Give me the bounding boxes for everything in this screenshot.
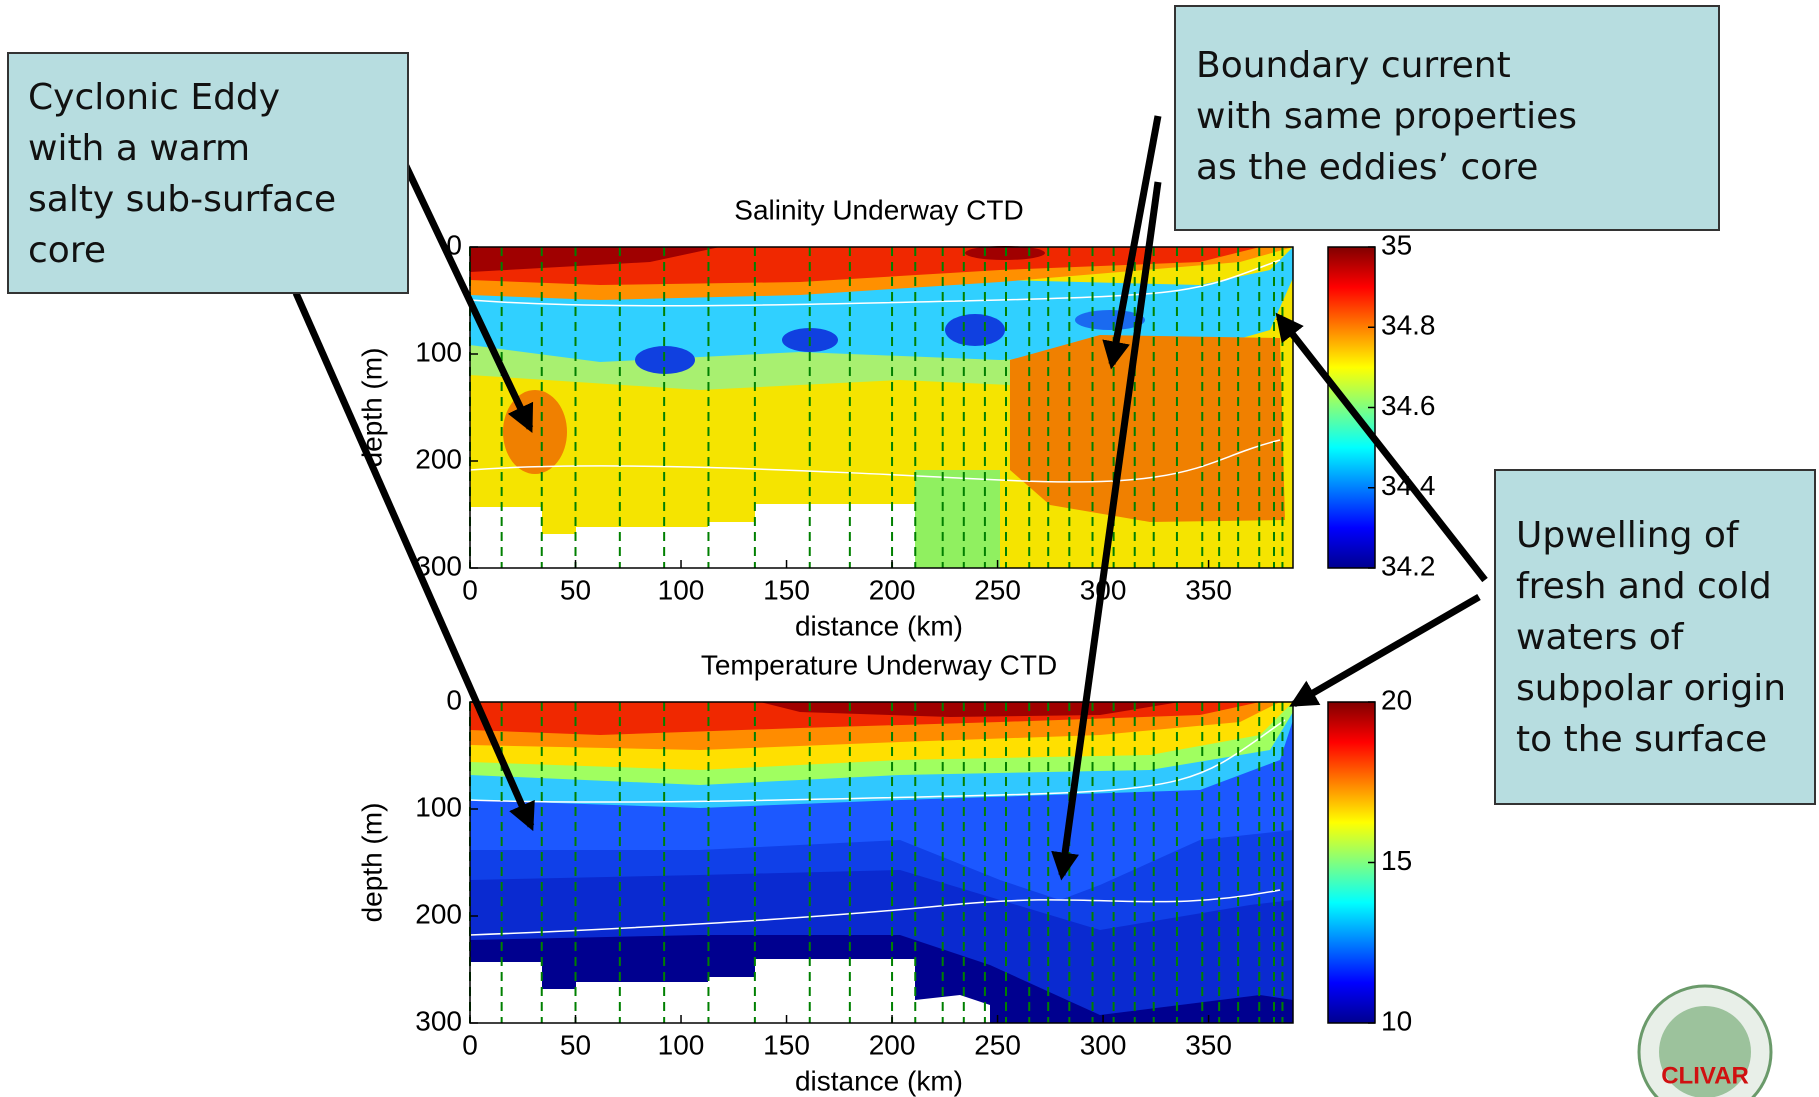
arrow <box>402 164 534 434</box>
x-axis-label: distance (km) <box>795 610 963 641</box>
x-tick-label: 250 <box>974 1029 1021 1060</box>
y-tick-label: 200 <box>415 443 462 474</box>
x-tick-label: 50 <box>560 574 591 605</box>
x-tick-label: 100 <box>658 574 705 605</box>
arrow <box>1051 181 1162 881</box>
colorbar-tick-label: 20 <box>1381 684 1412 715</box>
x-tick-label: 100 <box>658 1029 705 1060</box>
callouts: Cyclonic Eddy with a warm salty sub-surfac… <box>7 5 1816 805</box>
callout-line: Upwelling of <box>1516 515 1740 556</box>
temperature-field <box>469 702 1293 1023</box>
x-tick-label: 350 <box>1185 1029 1232 1060</box>
y-axis-label: depth (m) <box>356 348 387 468</box>
callout-line: to the surface <box>1516 719 1767 760</box>
logo: CLIVAR <box>1637 984 1773 1097</box>
arrow <box>1102 115 1162 370</box>
colorbar-tick-label: 10 <box>1381 1005 1412 1036</box>
plot-frame <box>469 701 1294 1024</box>
x-axis-label: distance (km) <box>795 1065 963 1096</box>
logo-text: CLIVAR <box>1661 1062 1749 1089</box>
colorbar-tick-label: 15 <box>1381 845 1412 876</box>
callout-line: core <box>28 230 106 271</box>
colorbar-tick-label: 34.8 <box>1381 310 1436 341</box>
y-tick-label: 100 <box>415 336 462 367</box>
callout-line: with a warm <box>28 128 250 169</box>
callout-box <box>7 52 409 294</box>
y-tick-label: 200 <box>415 898 462 929</box>
x-tick-label: 300 <box>1080 1029 1127 1060</box>
callout-box <box>1174 5 1720 231</box>
colorbar <box>1327 701 1376 1024</box>
chart-title: Salinity Underway CTD <box>734 194 1023 225</box>
callout-line: Boundary current <box>1196 45 1511 86</box>
x-tick-label: 350 <box>1185 574 1232 605</box>
colorbar-tick-label: 34.6 <box>1381 390 1436 421</box>
arrow <box>292 291 535 832</box>
x-tick-label: 250 <box>974 574 1021 605</box>
arrow <box>1289 593 1481 708</box>
callout-line: subpolar origin <box>1516 668 1786 709</box>
x-tick-label: 50 <box>560 1029 591 1060</box>
y-tick-label: 0 <box>446 684 462 715</box>
plot-frame <box>469 246 1294 569</box>
colorbar-tick-label: 35 <box>1381 229 1412 260</box>
arrow <box>1275 312 1488 583</box>
x-tick-label: 0 <box>462 1029 478 1060</box>
arrows <box>292 115 1488 881</box>
callout-line: Cyclonic Eddy <box>28 77 280 118</box>
callout-line: as the eddies’ core <box>1196 147 1538 188</box>
y-axis-label: depth (m) <box>356 803 387 923</box>
chart-title: Temperature Underway CTD <box>701 649 1057 680</box>
salinity-field <box>469 246 1293 568</box>
y-tick-label: 300 <box>415 1005 462 1036</box>
x-tick-label: 0 <box>462 574 478 605</box>
callout-line: waters of <box>1516 617 1685 658</box>
callout-line: salty sub-surface <box>28 179 336 220</box>
x-tick-label: 150 <box>763 1029 810 1060</box>
x-tick-label: 200 <box>869 574 916 605</box>
callout-line: with same properties <box>1196 96 1577 137</box>
x-tick-label: 150 <box>763 574 810 605</box>
colorbar-tick-label: 34.2 <box>1381 550 1436 581</box>
callout-line: fresh and cold <box>1516 566 1772 607</box>
y-tick-label: 100 <box>415 791 462 822</box>
callout-box <box>1494 469 1816 805</box>
x-tick-label: 200 <box>869 1029 916 1060</box>
